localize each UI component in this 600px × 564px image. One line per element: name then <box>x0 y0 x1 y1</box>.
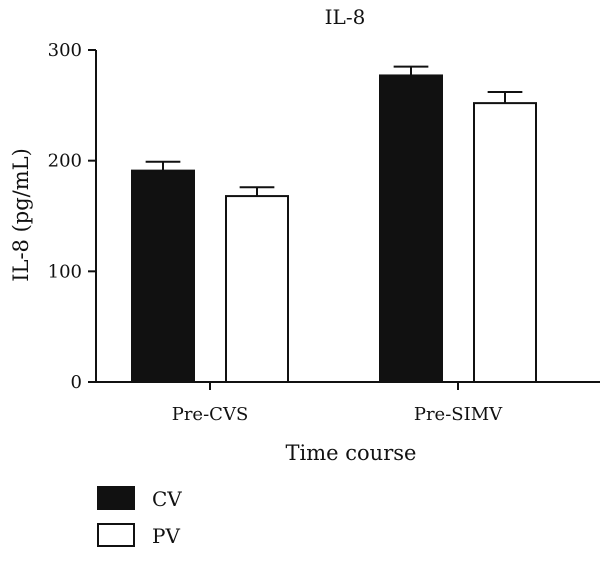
legend-label: PV <box>152 524 180 548</box>
bar-cv-pre-cvs <box>131 169 195 383</box>
bar-pv-pre-simv <box>473 102 537 384</box>
bar-pv-pre-cvs <box>225 195 289 383</box>
y-tick-label: 300 <box>48 40 82 61</box>
plot-area: 0 100 200 300 Pre-CVS Pre-SIMV <box>48 40 600 425</box>
x-tick-label: Pre-SIMV <box>414 404 503 425</box>
legend-label: CV <box>152 487 182 511</box>
y-axis-title: IL-8 (pg/mL) <box>9 148 33 282</box>
y-tick-label: 0 <box>71 372 82 393</box>
y-tick-label: 100 <box>48 261 82 282</box>
bar-cv-pre-simv <box>379 74 443 383</box>
chart-title: IL-8 <box>325 5 366 29</box>
y-tick-label: 200 <box>48 151 82 172</box>
legend-swatch <box>97 486 135 510</box>
legend: CV PV <box>97 486 182 548</box>
x-tick-label: Pre-CVS <box>172 404 249 425</box>
x-axis-title: Time course <box>286 441 417 465</box>
legend-swatch <box>97 523 135 547</box>
